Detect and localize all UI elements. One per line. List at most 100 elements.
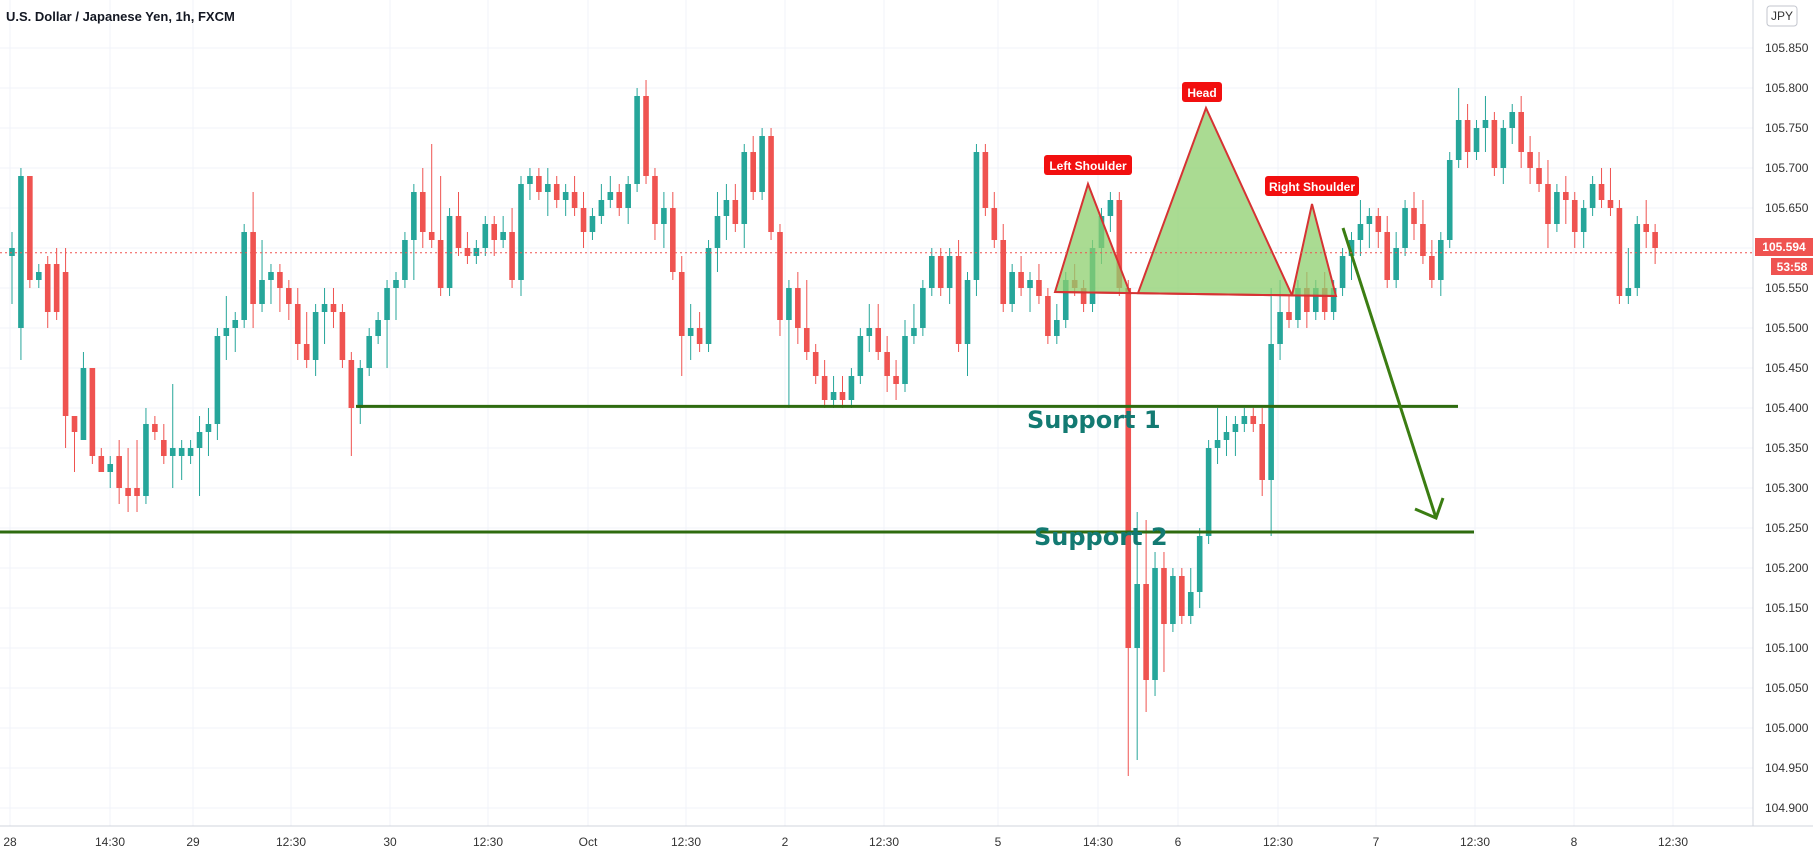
candle	[482, 216, 489, 256]
neckline[interactable]	[1054, 291, 1337, 297]
candle-body	[1107, 200, 1114, 216]
candle	[759, 128, 765, 200]
candle-body	[1652, 232, 1658, 248]
candle-body	[1446, 160, 1453, 240]
candle-body	[303, 344, 310, 360]
projection-arrow-line[interactable]	[1341, 227, 1438, 519]
candle	[696, 312, 703, 352]
price-tick-label: 105.350	[1765, 441, 1809, 455]
candle	[205, 408, 212, 456]
candle	[732, 184, 739, 232]
candle-body	[1062, 280, 1069, 320]
candle	[357, 360, 364, 424]
candle	[687, 304, 694, 360]
candle-body	[1500, 128, 1507, 168]
candle	[1223, 416, 1230, 456]
candle	[312, 304, 319, 376]
candle	[473, 240, 480, 264]
candle-body	[80, 368, 87, 440]
price-axis[interactable]: 105.850105.800105.750105.700105.650105.6…	[1765, 41, 1809, 815]
candle	[27, 176, 33, 288]
time-tick-label: 2	[782, 835, 789, 849]
candle-body	[723, 200, 730, 216]
price-tick-label: 105.800	[1765, 81, 1809, 95]
candle	[991, 192, 998, 248]
candle-body	[1321, 288, 1328, 312]
candle-body	[143, 424, 149, 496]
candle-body	[62, 272, 69, 416]
candle	[44, 256, 51, 328]
candle-body	[455, 216, 462, 248]
candle-body	[1330, 288, 1337, 312]
right-shoulder-label: Right Shoulder	[1269, 180, 1355, 194]
candle-body	[1250, 416, 1257, 424]
time-tick-label: 12:30	[1658, 835, 1688, 849]
candle-body	[1018, 272, 1024, 288]
candle-body	[384, 288, 390, 320]
price-tick-label: 105.200	[1765, 561, 1809, 575]
head-triangle[interactable]	[1136, 105, 1294, 297]
candle	[1527, 136, 1533, 184]
candle	[1241, 408, 1248, 432]
candle-body	[1384, 232, 1391, 280]
candle-body	[250, 232, 256, 304]
candle	[1107, 192, 1114, 232]
candle	[1473, 120, 1480, 160]
candle-body	[696, 328, 703, 344]
candle-body	[241, 232, 247, 320]
candle-body	[27, 176, 33, 280]
price-tick-label: 105.300	[1765, 481, 1809, 495]
candle	[661, 192, 667, 248]
candle	[607, 176, 614, 208]
candle-body	[232, 320, 239, 328]
candle	[616, 184, 623, 216]
currency-label: JPY	[1771, 9, 1793, 23]
price-tick-label: 105.000	[1765, 721, 1809, 735]
candle-body	[1214, 440, 1221, 448]
currency-badge[interactable]: JPY	[1766, 5, 1798, 27]
candle-body	[1455, 120, 1462, 160]
candle-body	[875, 328, 882, 352]
time-axis[interactable]: 28 14:30 29 12:30 30 12:30 Oct 12:30 2 12:30 5 14:3…	[3, 835, 1688, 849]
candle-body	[902, 336, 908, 384]
candle-body	[625, 184, 631, 208]
candle	[839, 376, 846, 408]
candle	[509, 208, 515, 288]
candle	[893, 360, 899, 400]
candle	[89, 368, 96, 464]
candle-body	[1161, 568, 1167, 624]
candle	[634, 88, 640, 192]
candle	[303, 312, 310, 368]
price-tick-label: 105.850	[1765, 41, 1809, 55]
candle-body	[437, 240, 444, 288]
candle-body	[616, 192, 623, 208]
candle-body	[661, 208, 667, 224]
right-shoulder-triangle[interactable]	[1290, 203, 1338, 298]
candle-body	[1295, 288, 1301, 320]
candle-body	[1223, 432, 1230, 440]
candle-body	[732, 200, 739, 224]
candle	[1036, 264, 1042, 304]
candle	[500, 216, 506, 248]
candle-body	[964, 280, 971, 344]
candle-body	[1152, 568, 1158, 680]
candle	[116, 440, 122, 504]
candle-body	[9, 248, 15, 256]
candle-body	[911, 328, 917, 336]
candle	[1375, 208, 1382, 248]
candle	[125, 448, 131, 512]
candle-body	[89, 368, 96, 456]
candle	[455, 192, 462, 256]
candle	[35, 264, 42, 288]
candle	[1563, 176, 1569, 224]
candle-body	[161, 440, 167, 456]
candle	[393, 272, 399, 320]
candle	[803, 280, 810, 360]
countdown-text: 53:58	[1777, 260, 1808, 274]
candle-body	[1304, 288, 1310, 312]
candle-body	[1339, 256, 1346, 288]
candle	[294, 288, 301, 360]
candle-body	[768, 136, 774, 232]
time-tick-label: 12:30	[869, 835, 899, 849]
left-shoulder-label: Left Shoulder	[1049, 159, 1127, 173]
